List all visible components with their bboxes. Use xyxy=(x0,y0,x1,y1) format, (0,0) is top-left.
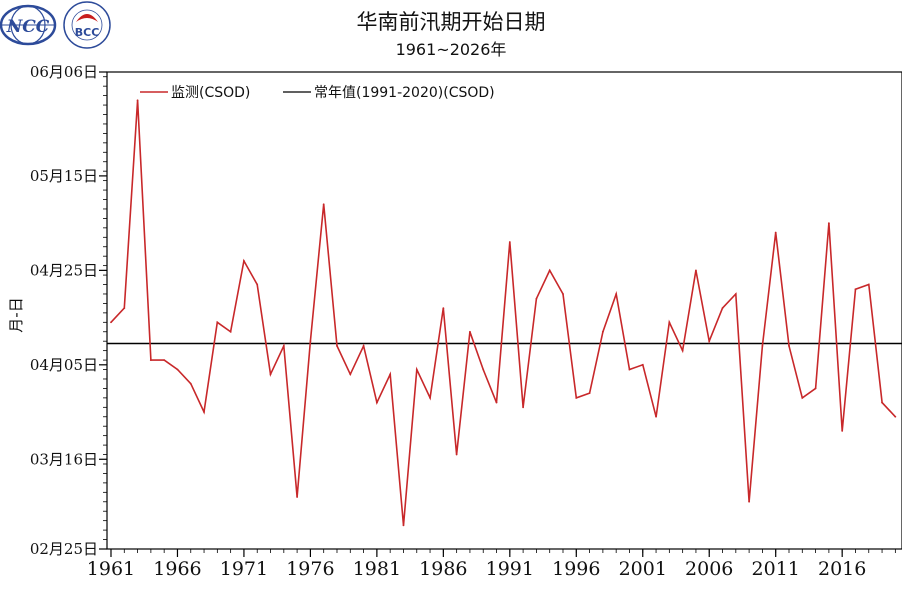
chart-title: 华南前汛期开始日期 xyxy=(356,10,546,34)
data-point xyxy=(894,415,897,418)
data-point xyxy=(243,260,245,262)
data-point xyxy=(881,401,883,404)
data-point xyxy=(203,411,205,413)
data-point xyxy=(469,330,471,333)
data-point xyxy=(721,307,724,310)
data-point xyxy=(269,373,272,376)
data-point xyxy=(136,99,139,102)
data-point xyxy=(854,288,857,291)
x-tick-label: 1961 xyxy=(87,558,135,580)
header-logos: NCC BCC xyxy=(0,0,120,50)
data-point xyxy=(601,330,604,333)
y-tick-label: 04月25日 xyxy=(30,261,98,279)
chart-subtitle: 1961~2026年 xyxy=(395,40,507,59)
legend-label-normal: 常年值(1991-2020)(CSOD) xyxy=(314,85,495,101)
data-point xyxy=(176,368,179,371)
data-point xyxy=(841,430,844,432)
data-point xyxy=(827,222,830,225)
data-point xyxy=(801,396,804,399)
x-tick-label: 1971 xyxy=(220,558,268,580)
data-point xyxy=(216,321,219,324)
legend-label-observed: 监测(CSOD) xyxy=(171,85,250,101)
data-point xyxy=(442,307,445,310)
y-tick-label: 04月05日 xyxy=(30,356,98,374)
legend: 监测(CSOD) 常年值(1991-2020)(CSOD) xyxy=(140,85,495,101)
data-point xyxy=(296,496,299,498)
x-tick-label: 1986 xyxy=(419,558,467,580)
ncc-logo-text: NCC xyxy=(6,17,50,37)
data-point xyxy=(149,359,152,361)
data-point xyxy=(761,345,764,347)
data-point xyxy=(455,453,458,456)
data-point xyxy=(814,387,817,390)
x-tick-label: 2016 xyxy=(818,558,866,580)
data-point xyxy=(615,293,618,295)
data-point xyxy=(495,401,498,404)
x-tick-label: 1981 xyxy=(353,558,401,580)
data-point xyxy=(788,345,790,347)
data-point xyxy=(415,368,418,371)
series-layer xyxy=(107,99,902,527)
data-point xyxy=(695,269,697,272)
x-tick-label: 1991 xyxy=(486,558,534,580)
data-point xyxy=(774,231,777,234)
data-point xyxy=(562,293,564,295)
data-point xyxy=(508,241,511,243)
data-point xyxy=(628,368,631,371)
data-point xyxy=(655,415,657,418)
y-tick-label: 02月25日 xyxy=(30,540,98,558)
x-tick-label: 1966 xyxy=(153,558,201,580)
data-point xyxy=(229,330,232,333)
data-point xyxy=(402,524,405,527)
data-point xyxy=(748,500,751,503)
data-point xyxy=(189,382,192,385)
data-point xyxy=(110,321,112,324)
data-point xyxy=(282,345,285,347)
data-point xyxy=(429,396,431,399)
data-point xyxy=(708,340,711,343)
bcc-logo-text: BCC xyxy=(75,26,100,39)
data-point xyxy=(522,406,525,409)
data-point xyxy=(535,297,538,300)
data-point xyxy=(349,373,352,376)
data-point xyxy=(123,307,126,310)
data-point xyxy=(309,340,312,343)
bcc-logo: BCC xyxy=(63,1,111,49)
y-axis-label: 月-日 xyxy=(7,297,25,332)
data-point xyxy=(575,396,578,399)
data-point xyxy=(482,368,485,371)
x-tick-label: 2006 xyxy=(685,558,733,580)
x-tick-label: 1976 xyxy=(286,558,334,580)
x-tick-label: 1996 xyxy=(552,558,600,580)
data-point xyxy=(867,283,870,286)
data-point xyxy=(668,321,671,324)
y-tick-label: 03月16日 xyxy=(30,450,98,468)
data-point xyxy=(375,401,378,404)
plot-frame xyxy=(106,71,902,550)
data-point xyxy=(641,363,644,366)
axis-layer: 02月25日 03月16日 04月05日 04月25日 05月15日 06月06日 1961… xyxy=(30,63,902,580)
ncc-logo: NCC xyxy=(0,4,57,46)
data-point xyxy=(548,269,551,272)
data-point xyxy=(389,373,392,376)
data-point xyxy=(734,293,737,295)
data-point xyxy=(336,345,338,347)
x-tick-label: 2001 xyxy=(619,558,667,580)
data-point xyxy=(588,392,591,395)
data-point xyxy=(256,283,259,286)
data-point xyxy=(163,359,166,361)
data-point xyxy=(362,345,365,347)
y-tick-label: 06月06日 xyxy=(30,63,98,81)
y-tick-label: 05月15日 xyxy=(30,167,98,185)
series-line-observed xyxy=(110,100,896,526)
data-point xyxy=(681,349,684,352)
data-point xyxy=(322,203,325,206)
x-tick-label: 2011 xyxy=(752,558,800,580)
